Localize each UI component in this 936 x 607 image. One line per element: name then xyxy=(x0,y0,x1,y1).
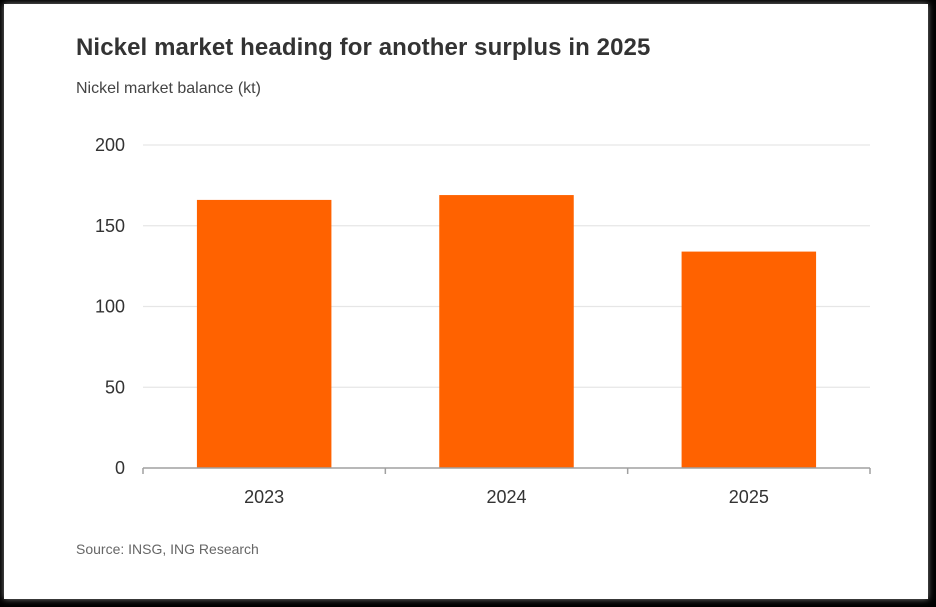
bars xyxy=(196,195,817,468)
y-tick-label-100: 100 xyxy=(95,297,125,317)
bar-2025 xyxy=(681,251,817,468)
chart-subtitle: Nickel market balance (kt) xyxy=(76,80,261,97)
y-tick-label-200: 200 xyxy=(95,135,125,155)
chart-source: Source: INSG, ING Research xyxy=(76,541,259,557)
x-tick-labels: 2023 2024 2025 xyxy=(244,487,769,507)
y-tick-label-50: 50 xyxy=(105,377,125,397)
x-tick-label-2024: 2024 xyxy=(486,487,526,507)
y-tick-labels: 0 50 100 150 200 xyxy=(95,135,125,478)
bar-2024 xyxy=(439,195,574,468)
y-tick-label-0: 0 xyxy=(115,458,125,478)
bar-2023 xyxy=(196,199,332,468)
x-axis xyxy=(142,467,871,474)
x-tick-label-2023: 2023 xyxy=(244,487,284,507)
x-tick-label-2025: 2025 xyxy=(729,487,769,507)
chart-title: Nickel market heading for another surplu… xyxy=(76,34,651,61)
y-tick-label-150: 150 xyxy=(95,216,125,236)
